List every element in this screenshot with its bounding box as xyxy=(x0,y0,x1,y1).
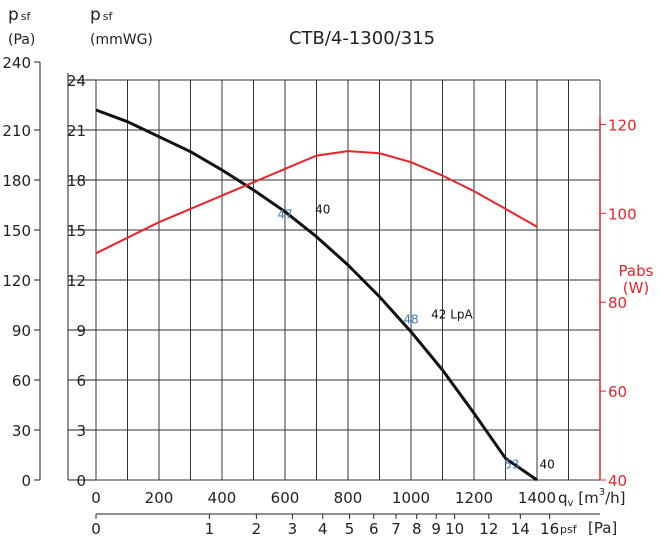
left-axis-tick-label: 90 xyxy=(12,322,31,340)
right-axis-tick-label: 60 xyxy=(608,383,627,401)
x-axis-tick-label: 800 xyxy=(334,489,363,507)
velocity-axis-tick-label: 2 xyxy=(252,520,262,538)
inner-left-axis-tick-label: 9 xyxy=(76,322,86,340)
inner-left-axis-tick-label: 21 xyxy=(67,122,86,140)
velocity-axis-tick-label: 4 xyxy=(318,520,328,538)
velocity-axis-unit: [Pa] xyxy=(588,519,617,537)
velocity-axis-sub: psf xyxy=(560,523,578,536)
velocity-axis-tick-label: 8 xyxy=(412,520,422,538)
inner-axis-title: p sf xyxy=(90,5,114,25)
x-axis-tick-label: 400 xyxy=(208,489,237,507)
left-axis-unit: (Pa) xyxy=(8,32,35,48)
velocity-axis-tick-label: 5 xyxy=(345,520,355,538)
curve-annotation: 40 xyxy=(315,202,330,216)
curve-annotation: 42 LpA xyxy=(431,307,473,321)
inner-left-axis-tick-label: 15 xyxy=(67,222,86,240)
x-axis-tick-label: 200 xyxy=(145,489,174,507)
velocity-axis-tick-label: 14 xyxy=(511,520,530,538)
velocity-axis-tick-label: 6 xyxy=(369,520,379,538)
curve-annotation: 40 xyxy=(539,457,554,471)
x-axis-title: qv [m3/h] xyxy=(558,487,625,509)
left-axis-title: p sf xyxy=(8,5,32,25)
left-axis-tick-label: 150 xyxy=(2,222,31,240)
series-layer xyxy=(95,108,538,482)
x-axis-tick-label: 1000 xyxy=(392,489,430,507)
x-axis-tick-label: 1400 xyxy=(518,489,556,507)
right-axis-unit: (W) xyxy=(623,279,650,297)
left-axis-tick-label: 120 xyxy=(2,272,31,290)
right-axis-tick-label: 80 xyxy=(608,294,627,312)
velocity-axis-tick-label: 10 xyxy=(445,520,464,538)
power-curve xyxy=(95,150,538,255)
left-axis-tick-label: 180 xyxy=(2,172,31,190)
inner-axis-unit: (mmWG) xyxy=(90,32,153,48)
inner-left-axis-tick-label: 6 xyxy=(76,372,86,390)
curve-annotation: 48 xyxy=(403,312,418,326)
inner-left-axis-tick-label: 12 xyxy=(67,272,86,290)
velocity-axis-tick-label: 7 xyxy=(391,520,401,538)
inner-left-axis-tick-label: 18 xyxy=(67,172,86,190)
left-axis-tick-label: 0 xyxy=(21,472,31,490)
velocity-axis-tick-label: 12 xyxy=(479,520,498,538)
right-axis-tick-label: 120 xyxy=(608,116,637,134)
velocity-axis-tick-label: 0 xyxy=(91,520,101,538)
curve-annotation: 53 xyxy=(504,457,519,471)
left-axis-tick-label: 240 xyxy=(2,54,31,72)
velocity-axis-tick-label: 3 xyxy=(288,520,298,538)
velocity-axis-tick-label: 16 xyxy=(540,520,559,538)
velocity-axis-tick-label: 1 xyxy=(205,520,215,538)
left-axis-tick-label: 30 xyxy=(12,422,31,440)
velocity-axis-tick-label: 9 xyxy=(431,520,441,538)
chart-title: CTB/4-1300/315 xyxy=(289,28,435,49)
x-axis-tick-label: 600 xyxy=(271,489,300,507)
right-axis-title: Pabs xyxy=(619,262,654,280)
inner-left-axis-tick-label: 3 xyxy=(76,422,86,440)
x-axis-tick-label: 0 xyxy=(91,489,101,507)
right-axis-tick-label: 40 xyxy=(608,472,627,490)
left-axis-tick-label: 60 xyxy=(12,372,31,390)
inner-left-axis-tick-label: 0 xyxy=(76,472,86,490)
grid xyxy=(95,79,601,481)
curve-annotation: 47 xyxy=(277,207,292,221)
x-axis-tick-label: 1200 xyxy=(455,489,493,507)
right-axis-tick-label: 100 xyxy=(608,205,637,223)
axes xyxy=(34,61,606,519)
left-axis-tick-label: 210 xyxy=(2,122,31,140)
pressure-curve xyxy=(95,108,538,482)
inner-left-axis-tick-label: 24 xyxy=(67,72,86,90)
